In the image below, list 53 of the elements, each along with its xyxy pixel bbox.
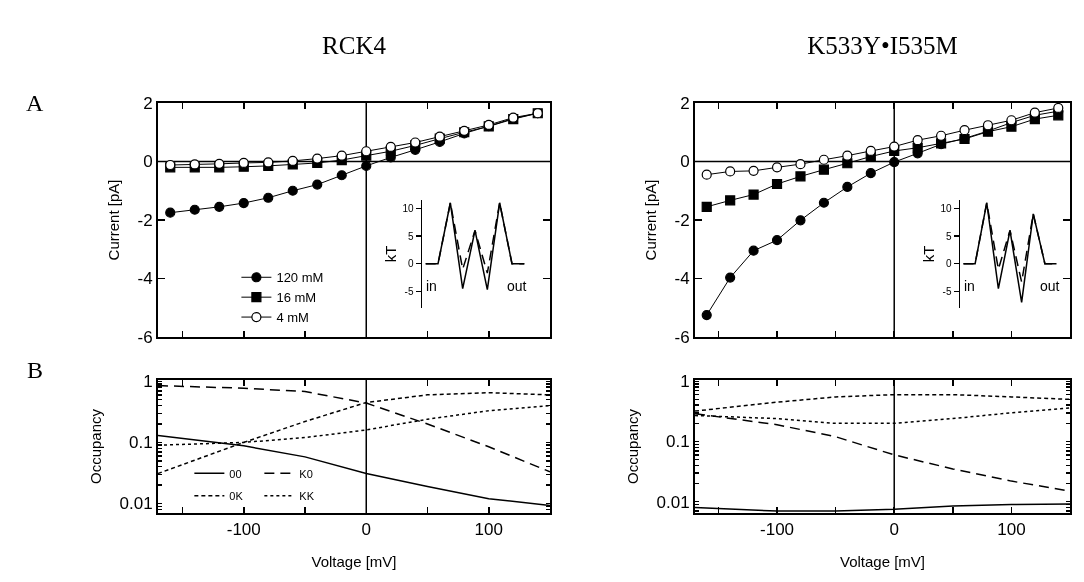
annotation: in: [426, 278, 437, 294]
y-tick-label: -2: [674, 210, 690, 230]
y-tick-label: 0.1: [665, 432, 690, 452]
x-tick-label: 100: [997, 520, 1026, 540]
legend-label: 00: [229, 467, 242, 480]
legend-label: 120 mM: [276, 270, 324, 286]
legend-label: K0: [299, 467, 313, 480]
y-tick-label: 0.01: [656, 492, 690, 512]
annotation: out: [1040, 278, 1060, 294]
y-axis-title: kT: [381, 245, 399, 263]
x-tick-label: 0: [361, 520, 371, 540]
y-tick-label: 1: [680, 372, 690, 392]
y-axis-title: Current [pA]: [642, 179, 660, 261]
x-axis-title: Voltage [mV]: [839, 552, 926, 570]
x-axis-title: Voltage [mV]: [311, 552, 397, 570]
y-tick-label: -4: [674, 269, 690, 289]
x-tick-label: -100: [760, 520, 795, 540]
legend-label: 0K: [229, 490, 244, 503]
y-axis-title: kT: [919, 245, 937, 263]
legend-label: 4 mM: [276, 310, 309, 326]
x-tick-label: 100: [474, 520, 503, 540]
text: B: [27, 357, 44, 383]
y-tick-label: -6: [137, 327, 153, 347]
y-tick-label: 0: [143, 152, 153, 172]
legend-label: 16 mM: [276, 290, 317, 306]
y-tick-label: 2: [143, 93, 153, 113]
y-tick-label: -2: [137, 210, 153, 230]
y-tick-label: 0: [680, 152, 690, 172]
y-tick-label: 0: [407, 258, 414, 270]
chart-title: K533Y•I535M: [807, 31, 958, 59]
y-tick-label: 2: [680, 93, 690, 113]
y-tick-label: 10: [940, 202, 952, 214]
y-tick-label: -6: [674, 327, 690, 347]
y-tick-label: 10: [402, 202, 414, 214]
y-tick-label: 0: [945, 258, 952, 270]
text: A: [26, 90, 44, 116]
y-axis-title: Current [pA]: [105, 179, 123, 261]
y-tick-label: 5: [945, 230, 952, 242]
y-tick-label: -5: [404, 285, 414, 297]
legend-label: KK: [299, 490, 315, 503]
annotation: out: [507, 278, 527, 294]
x-tick-label: 0: [889, 520, 899, 540]
y-tick-label: 0.1: [128, 433, 153, 453]
x-tick-label: -100: [226, 520, 261, 540]
y-tick-label: 1: [143, 372, 153, 392]
y-axis-title: Occupancy: [87, 408, 105, 485]
annotation: in: [964, 278, 975, 294]
y-tick-label: 0.01: [119, 494, 153, 514]
chart-title: RCK4: [322, 31, 387, 59]
y-tick-label: 5: [407, 230, 414, 242]
y-tick-label: -5: [942, 285, 952, 297]
y-tick-label: -4: [137, 269, 153, 289]
y-axis-title: Occupancy: [624, 408, 642, 485]
